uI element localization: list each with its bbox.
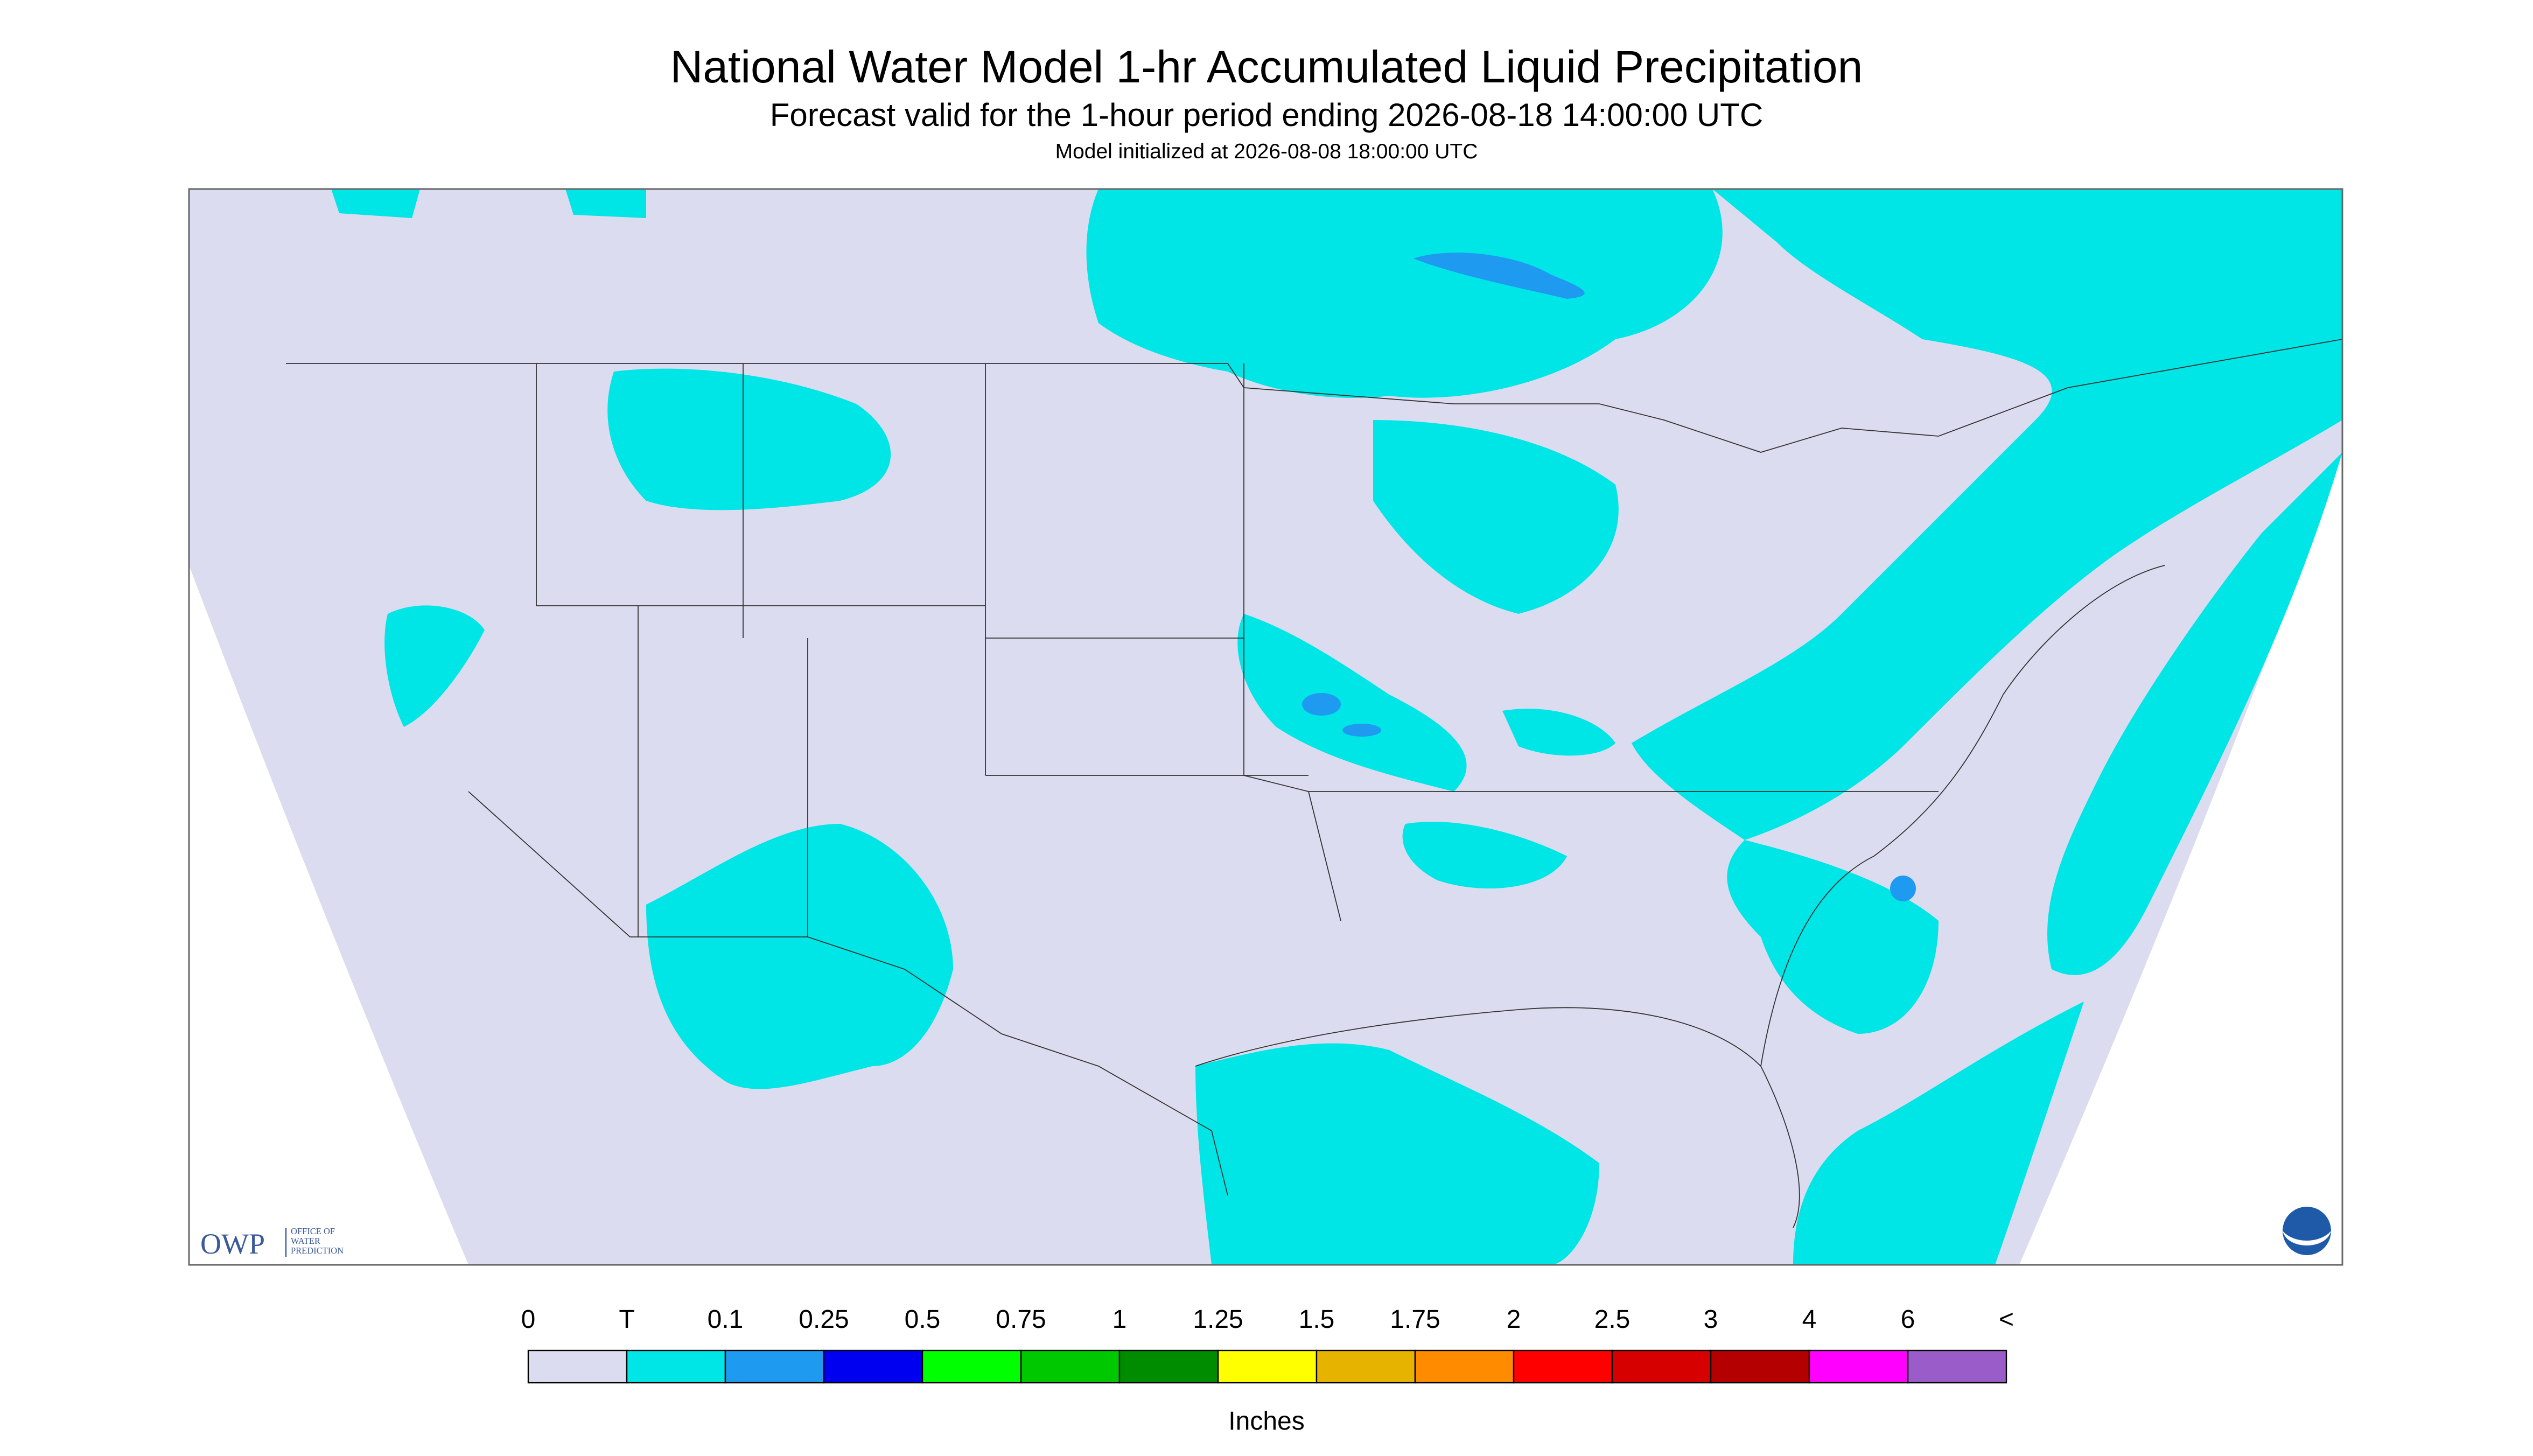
legend-label: 0 <box>521 1305 536 1334</box>
logo-name: OWP <box>200 1228 265 1260</box>
legend-swatch <box>1316 1349 1416 1384</box>
legend-label: 1.5 <box>1299 1305 1335 1334</box>
legend-swatch <box>527 1349 628 1384</box>
legend-label: 2.5 <box>1594 1305 1631 1334</box>
legend-swatch <box>1414 1349 1515 1384</box>
legend-label: 0.75 <box>996 1305 1046 1334</box>
legend-label: 0.5 <box>905 1305 941 1334</box>
legend-label: 0.1 <box>708 1305 744 1334</box>
title: National Water Model 1-hr Accumulated Li… <box>670 41 1863 92</box>
noaa-logo <box>2283 1207 2331 1256</box>
legend-swatch <box>1907 1349 2007 1384</box>
legend-label: 0.25 <box>799 1305 849 1334</box>
map: OWP OFFICE OF WATER PREDICTION <box>188 188 2343 1266</box>
logo-line: WATER <box>291 1236 320 1246</box>
legend-swatch <box>1118 1349 1219 1384</box>
map-frame <box>188 188 2343 1266</box>
legend-label: 6 <box>1901 1305 1915 1334</box>
logo-line: OFFICE OF <box>291 1226 335 1236</box>
legend-swatch <box>1020 1349 1121 1384</box>
legend-label: 1.75 <box>1390 1305 1440 1334</box>
boundaries <box>286 339 2342 1228</box>
subtitle: Forecast valid for the 1-hour period end… <box>770 97 1763 133</box>
legend-label: 3 <box>1704 1305 1718 1334</box>
precip-areas <box>331 189 2342 1265</box>
legend-swatch <box>1217 1349 1318 1384</box>
legend-unit: Inches <box>1228 1407 1304 1436</box>
legend-swatch <box>1808 1349 1909 1384</box>
legend-label: 1.25 <box>1193 1305 1243 1334</box>
legend-label: < <box>1999 1305 2014 1334</box>
logo-line: PREDICTION <box>291 1245 344 1256</box>
legend-label: 2 <box>1507 1305 1521 1334</box>
legend: 0 T 0.1 0.25 0.5 0.75 1 1.25 1.5 1.75 2 2.5 3 4 6 < <box>521 1305 2014 1384</box>
legend-swatch <box>1611 1349 1712 1384</box>
legend-swatch <box>1513 1349 1613 1384</box>
legend-label: T <box>619 1305 634 1334</box>
legend-label: 4 <box>1802 1305 1817 1334</box>
legend-swatch <box>1710 1349 1810 1384</box>
legend-swatch <box>921 1349 1022 1384</box>
legend-swatch <box>823 1349 923 1384</box>
legend-label: 1 <box>1112 1305 1127 1334</box>
legend-swatch <box>626 1349 726 1384</box>
init-time: Model initialized at 2026-08-08 18:00:00… <box>1055 140 1478 163</box>
legend-swatch <box>724 1349 825 1384</box>
